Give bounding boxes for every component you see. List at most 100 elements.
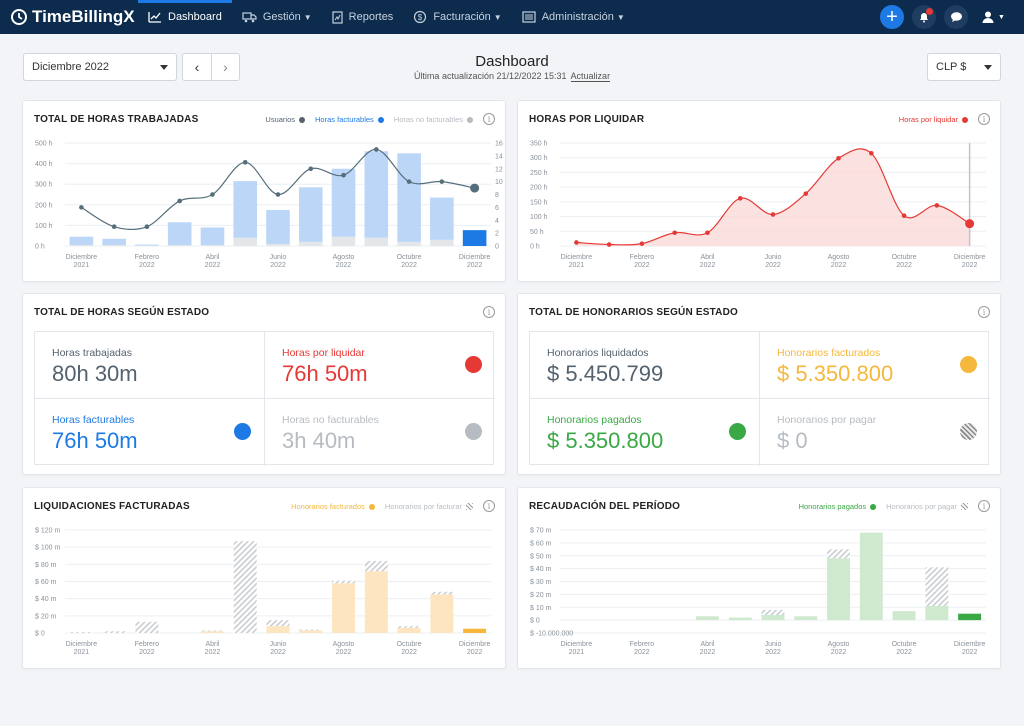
x-tick-label: 2022	[896, 262, 912, 269]
user-icon	[982, 11, 994, 23]
x-tick-label: Junio	[270, 641, 287, 648]
messages-button[interactable]	[944, 5, 968, 29]
hours-worked-chart: 0 h 100 h 200 h 300 h 400 h 500 h 0 2 4 6 8 10 12 14 1…	[35, 141, 503, 270]
nav-item-label: Facturación	[433, 11, 491, 23]
bar-billable	[135, 244, 159, 246]
x-tick-label: Diciembre	[954, 641, 986, 648]
bar-hatched	[102, 631, 126, 633]
stat-label: Honorarios por pagar	[777, 414, 877, 426]
x-tick-label: 2022	[962, 649, 978, 656]
x-tick-label: Agosto	[333, 254, 355, 261]
y-tick-label: $ 100 m	[35, 545, 60, 552]
y-tick-label: $ 60 m	[530, 540, 552, 547]
nav-item-administracion[interactable]: Administración ▼	[512, 0, 635, 34]
bar-solid	[695, 616, 719, 621]
info-icon[interactable]: i	[483, 500, 495, 512]
stat-label: Horas por liquidar	[282, 347, 365, 359]
y-tick-label: $ 70 m	[530, 528, 552, 535]
nav-item-dashboard[interactable]: Dashboard	[138, 0, 232, 34]
users-point	[406, 179, 412, 184]
next-period-button[interactable]: ›	[211, 54, 239, 80]
hours-worked-card: TOTAL DE HORAS TRABAJADAS Usuarios Horas…	[22, 100, 506, 282]
card-title: RECAUDACIÓN DEL PERÍODO	[529, 501, 681, 512]
add-button[interactable]: +	[880, 5, 904, 29]
x-tick-label: Diciembre	[954, 254, 986, 261]
y2-tick-label: 8	[495, 192, 499, 199]
hours-status-card: TOTAL DE HORAS SEGÚN ESTADO i Horas trab…	[22, 293, 506, 475]
bar-nonbillable	[298, 241, 323, 246]
user-menu-button[interactable]: ▼	[976, 5, 1010, 29]
brand-logo[interactable]: TimeBillingX	[10, 7, 135, 27]
page-title: Dashboard	[475, 53, 549, 70]
y-tick-label: 0 h	[530, 244, 540, 251]
top-navbar: TimeBillingX Dashboard Gestión ▼ Reportes…	[0, 0, 1024, 34]
x-tick-label: 2022	[270, 649, 286, 656]
bar-solid	[364, 571, 388, 633]
pending-point	[606, 242, 612, 247]
legend-item-nonbillable[interactable]: Horas no facturables	[394, 115, 473, 124]
info-icon[interactable]: i	[483, 306, 495, 318]
info-icon[interactable]: i	[978, 306, 990, 318]
currency-select[interactable]: CLP $	[927, 53, 1001, 81]
bar-solid	[299, 630, 323, 633]
y-tick-label: 400 h	[35, 161, 53, 168]
chevron-down-icon: ▼	[616, 12, 625, 22]
refresh-link[interactable]: Actualizar	[570, 71, 611, 82]
legend-item-invoiced[interactable]: Honorarios facturados	[291, 502, 375, 511]
report-icon	[332, 10, 343, 24]
y-tick-label: $ 120 m	[35, 528, 60, 535]
money-icon: $	[414, 10, 427, 24]
y-tick-label: 0 h	[35, 244, 45, 251]
bar-solid	[892, 611, 916, 621]
y-tick-label: 500 h	[35, 141, 53, 148]
pending-point	[803, 191, 809, 196]
nav-item-label: Administración	[541, 11, 614, 23]
x-tick-label: Diciembre	[66, 254, 98, 261]
svg-text:$: $	[418, 13, 423, 22]
pending-area	[576, 148, 970, 246]
y-tick-label: $ -10.000.000	[530, 631, 573, 638]
period-collection-card: RECAUDACIÓN DEL PERÍODO Honorarios pagad…	[517, 487, 1001, 669]
x-tick-label: Abril	[205, 641, 219, 648]
bar-billable	[462, 230, 487, 246]
stat-fees-settled: Honorarios liquidados $ 5.450.799	[530, 332, 760, 399]
notifications-button[interactable]	[912, 5, 936, 29]
brand-name: TimeBillingX	[32, 7, 135, 26]
x-tick-label: 2022	[765, 649, 781, 656]
x-tick-label: Diciembre	[459, 254, 491, 261]
bar-billable	[69, 236, 94, 245]
x-tick-label: 2022	[139, 262, 155, 269]
bar-solid	[332, 583, 356, 633]
legend-item-to-invoice[interactable]: Honorarios por facturar	[385, 502, 473, 511]
truck-icon	[242, 12, 257, 23]
info-icon[interactable]: i	[978, 500, 990, 512]
legend-item-pending[interactable]: Horas por liquidar	[899, 115, 968, 124]
pending-point	[770, 212, 776, 217]
chart-legend: Usuarios Horas facturables Horas no fact…	[265, 115, 473, 124]
y2-tick-label: 2	[495, 231, 499, 238]
legend-item-paid[interactable]: Honorarios pagados	[799, 502, 877, 511]
x-tick-label: 2022	[831, 649, 847, 656]
info-icon[interactable]: i	[483, 113, 495, 125]
nav-item-gestion[interactable]: Gestión ▼	[232, 0, 322, 34]
legend-item-users[interactable]: Usuarios	[265, 115, 306, 124]
legend-item-billable[interactable]: Horas facturables	[315, 115, 384, 124]
nav-item-reportes[interactable]: Reportes	[322, 0, 404, 34]
legend-hatch	[961, 503, 968, 510]
previous-period-button[interactable]: ‹	[194, 59, 200, 75]
nav-item-facturacion[interactable]: $ Facturación ▼	[403, 0, 511, 34]
info-icon[interactable]: i	[978, 113, 990, 125]
x-tick-label: 2022	[634, 262, 650, 269]
y-tick-label: $ 20 m	[35, 613, 57, 620]
stat-value: $ 5.350.800	[777, 361, 894, 386]
legend-item-to-pay[interactable]: Honorarios por pagar	[886, 502, 968, 511]
users-point	[242, 160, 248, 165]
period-select[interactable]: Diciembre 2022	[23, 53, 177, 81]
stat-hours-nonbillable: Horas no facturables 3h 40m	[265, 399, 495, 466]
bar-hatched	[761, 609, 785, 615]
chart-line-icon	[148, 12, 161, 23]
stat-value: 80h 30m	[52, 361, 138, 386]
bar-hatched	[925, 567, 949, 606]
pending-point	[639, 241, 645, 246]
bar-billable	[331, 168, 356, 237]
